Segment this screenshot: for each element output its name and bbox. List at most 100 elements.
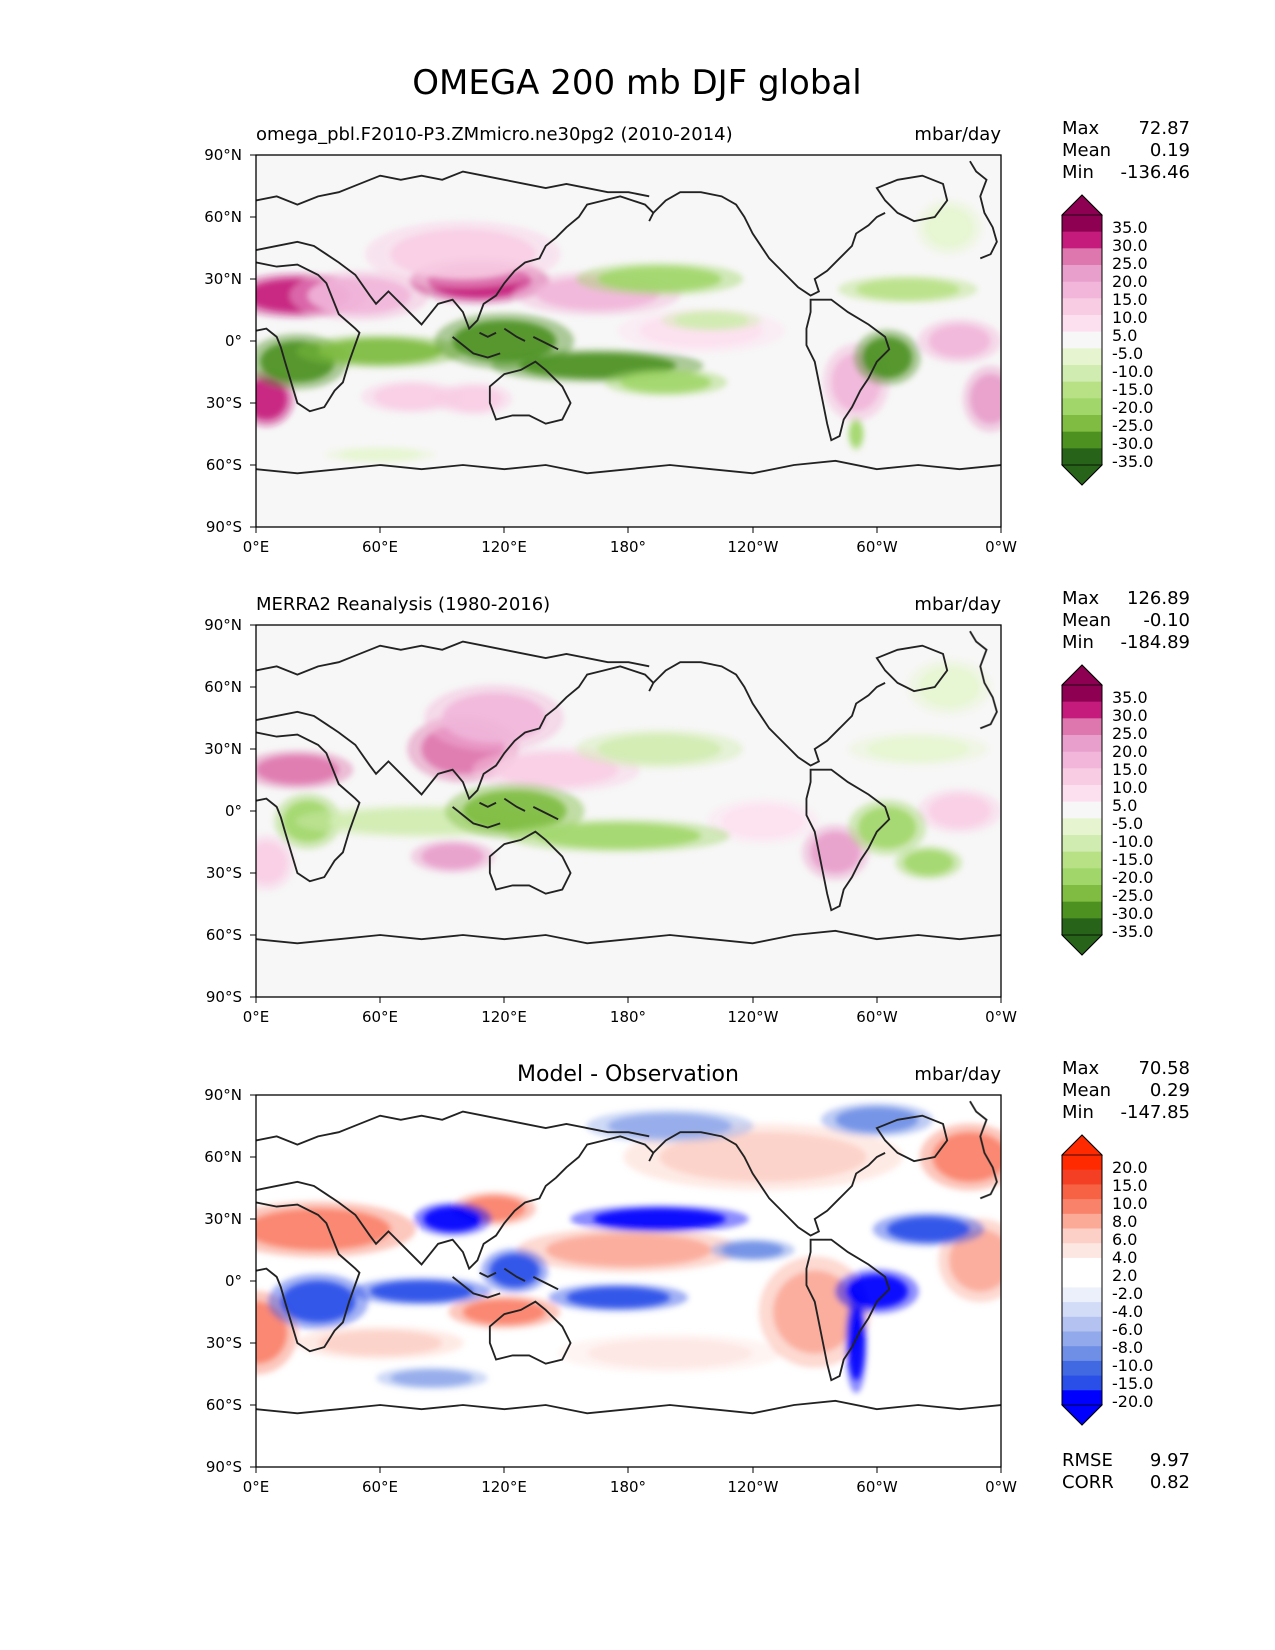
colorbar-tick-label: -4.0	[1112, 1302, 1143, 1321]
colorbar-swatch	[1062, 331, 1102, 349]
colorbar-swatch	[1062, 835, 1102, 853]
contour-region	[280, 1281, 356, 1323]
contour-region	[928, 324, 991, 358]
coastline-eurasia	[256, 195, 655, 331]
contour-region	[307, 276, 412, 315]
y-tick-label: 30°S	[206, 864, 242, 882]
colorbar-swatch	[1062, 1287, 1102, 1303]
stat-label-min: Min	[1062, 1102, 1094, 1123]
colorbar: 35.0 30.0 25.0 20.0 15.0 10.0 5.0 -5.0 -…	[1061, 194, 1153, 486]
contour-region	[659, 1132, 867, 1182]
colorbar-tick-label: -25.0	[1112, 416, 1153, 435]
colorbar-tick-label: -25.0	[1112, 886, 1153, 905]
colorbar-tick-label: 35.0	[1112, 688, 1148, 707]
y-tick-label: 90°S	[206, 988, 242, 1006]
coastline-indonesia	[452, 1267, 559, 1299]
y-tick-label: 0°	[225, 1272, 242, 1290]
stat-value-max: 126.89	[1127, 588, 1190, 609]
coastline-south-america	[805, 1238, 891, 1382]
contour-region	[928, 794, 991, 828]
x-tick-label: 180°	[610, 1008, 646, 1026]
y-tick-label: 60°N	[204, 208, 242, 226]
coastline-north-america	[652, 1131, 886, 1237]
contour-region	[620, 372, 712, 393]
colorbar-tick-label: -20.0	[1112, 1392, 1153, 1411]
colorbar-extend-min	[1061, 934, 1103, 956]
contour-region	[256, 378, 288, 420]
contour-region	[256, 842, 288, 884]
coastline-africa	[969, 160, 998, 260]
colorbar-swatch	[1062, 1213, 1102, 1230]
colorbar-tick-label: 25.0	[1112, 254, 1148, 273]
contour-region	[462, 790, 567, 832]
contour-region	[587, 1338, 753, 1368]
colorbar-tick-label: -15.0	[1112, 1374, 1153, 1393]
coastline-africa-east	[256, 731, 361, 883]
contour-region	[390, 229, 536, 279]
colorbar-swatch	[1062, 315, 1102, 333]
contour-region	[849, 421, 863, 447]
stat-label-corr: CORR	[1062, 1472, 1114, 1493]
contour-region	[597, 266, 722, 292]
colorbar-swatch	[1062, 768, 1102, 786]
coastline-antarctica	[256, 929, 1001, 945]
contour-region	[866, 736, 970, 762]
stat-value-mean: 0.29	[1150, 1080, 1190, 1101]
coastline-indonesia	[452, 797, 559, 829]
contour-region	[462, 1299, 546, 1325]
y-axis: 90°N 60°N 30°N 0° 30°S 60°S 90°S	[204, 616, 256, 1006]
stat-value-corr: 0.82	[1150, 1472, 1190, 1493]
stat-label-mean: Mean	[1062, 140, 1111, 161]
colorbar-swatch	[1062, 701, 1102, 719]
colorbar-frame	[1061, 194, 1103, 486]
colorbar-swatch	[1062, 1272, 1102, 1288]
x-tick-label: 120°W	[728, 1008, 779, 1026]
colorbar-swatch	[1062, 448, 1102, 466]
colorbar-swatch	[1062, 885, 1102, 903]
x-tick-label: 120°E	[481, 1008, 527, 1026]
contour-region	[338, 448, 422, 461]
contour-region	[318, 338, 443, 364]
coastline-south-america	[805, 298, 891, 442]
coastline-australia	[488, 1300, 572, 1365]
x-tick-label: 60°E	[362, 1478, 398, 1496]
colorbar-tick-label: 10.0	[1112, 308, 1148, 327]
y-tick-label: 0°	[225, 332, 242, 350]
y-tick-label: 60°S	[206, 1396, 242, 1414]
coastline-arctic-asia	[256, 640, 650, 676]
colorbar-swatch	[1062, 348, 1102, 366]
coastline-africa	[969, 1100, 998, 1200]
panel-left-title: omega_pbl.F2010-P3.ZMmicro.ne30pg2 (2010…	[256, 124, 733, 145]
panel-units: mbar/day	[914, 594, 1001, 615]
colorbar-tick-label: -2.0	[1112, 1284, 1143, 1303]
contour-region	[493, 753, 619, 787]
x-tick-label: 0°W	[985, 1478, 1017, 1496]
map-area	[255, 154, 1002, 528]
colorbar-swatch	[1062, 901, 1102, 919]
colorbar-tick-label: 15.0	[1112, 760, 1148, 779]
colorbar-swatch	[1062, 1155, 1102, 1171]
colorbar-swatch	[1062, 381, 1102, 399]
coastline-australia	[488, 830, 572, 895]
x-tick-label: 0°W	[985, 538, 1017, 556]
colorbar-swatch	[1062, 431, 1102, 449]
stat-label-rmse: RMSE	[1062, 1450, 1113, 1471]
x-tick-label: 180°	[610, 538, 646, 556]
colorbar: 20.0 15.0 10.0 8.0 6.0 4.0 2.0 -2.0 -4.0…	[1061, 1134, 1153, 1426]
colorbar-swatch	[1062, 1199, 1102, 1215]
colorbar-tick-label: 6.0	[1112, 1230, 1137, 1249]
colorbar-extend-min	[1061, 464, 1103, 486]
contour-region	[810, 831, 861, 873]
colorbar-swatch	[1062, 1243, 1102, 1259]
contour-region	[903, 850, 954, 876]
colorbar-swatch	[1062, 735, 1102, 753]
colorbar-tick-label: 20.0	[1112, 742, 1148, 761]
colorbar-swatch	[1062, 851, 1102, 869]
contour-region	[847, 1305, 865, 1381]
panel-units: mbar/day	[914, 1064, 1001, 1085]
coastline-greenland	[875, 174, 949, 223]
stat-label-mean: Mean	[1062, 610, 1111, 631]
contour-region	[545, 1233, 712, 1267]
map-area	[255, 1094, 1002, 1468]
x-tick-label: 60°W	[856, 1478, 898, 1496]
